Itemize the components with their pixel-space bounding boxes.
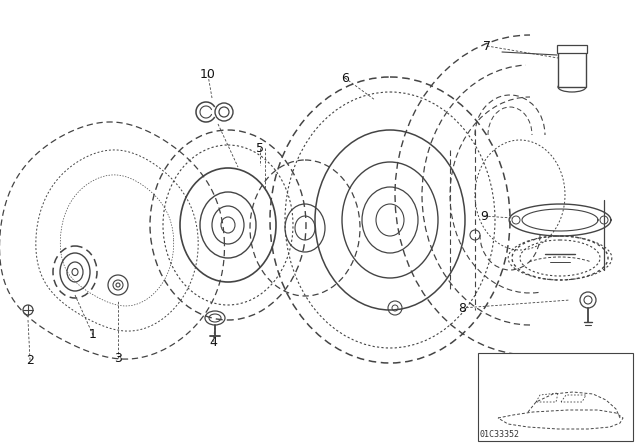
Text: 7: 7 [483,39,491,52]
Text: 01C33352: 01C33352 [480,430,520,439]
Text: 8: 8 [458,302,466,314]
Text: 9: 9 [480,210,488,223]
Text: 6: 6 [341,72,349,85]
Text: 5: 5 [256,142,264,155]
Text: 4: 4 [209,336,217,349]
Text: 1: 1 [89,328,97,341]
Text: 2: 2 [26,353,34,366]
Bar [557,45,587,53]
Text: 3: 3 [114,352,122,365]
Bar [558,52,586,87]
Bar [478,353,633,441]
Text: 10: 10 [200,69,216,82]
